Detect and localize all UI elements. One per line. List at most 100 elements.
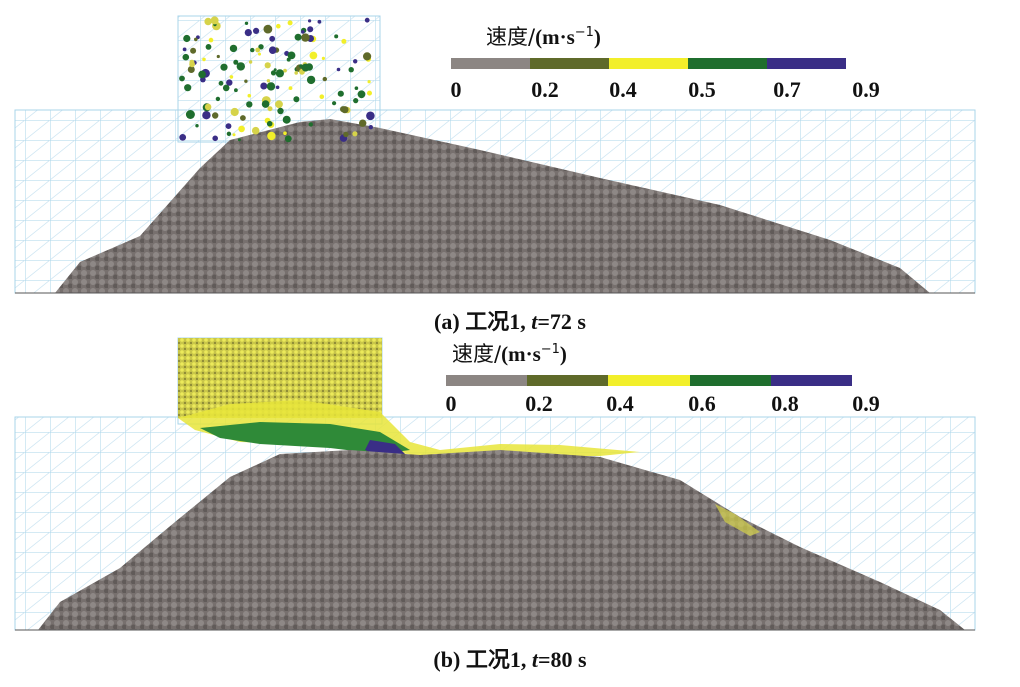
particle: [233, 59, 239, 65]
legend-title: 速度/(m·s−1): [452, 342, 567, 366]
particle: [244, 28, 252, 37]
particle: [215, 96, 221, 102]
legend-tick: 0.8: [771, 391, 799, 416]
particle: [277, 107, 284, 115]
particle: [269, 35, 276, 42]
particle: [322, 76, 327, 82]
particle: [319, 94, 325, 99]
particle: [236, 62, 245, 71]
particle: [288, 86, 293, 90]
particle: [232, 133, 236, 137]
caption-b: (b) 工况1, t=80 s: [433, 647, 587, 672]
particle: [309, 51, 318, 60]
particle: [353, 59, 358, 64]
particle: [337, 90, 344, 97]
legend-tick: 0.2: [531, 77, 559, 102]
caption-a: (a) 工况1, t=72 s: [434, 309, 586, 334]
legend-tick: 0: [445, 391, 457, 416]
particle: [332, 101, 337, 106]
particle: [202, 111, 211, 120]
legend-swatch: [767, 58, 846, 69]
legend-swatch: [608, 375, 690, 386]
particle: [293, 96, 300, 103]
particle: [230, 107, 239, 117]
simulation-view-a: [14, 15, 976, 294]
particle: [276, 23, 281, 29]
particle: [284, 135, 292, 143]
particle: [294, 33, 302, 41]
particle: [267, 106, 273, 112]
legend-swatch: [451, 58, 530, 69]
particle: [234, 88, 238, 93]
particle: [202, 57, 206, 62]
particle: [283, 131, 287, 135]
particle: [229, 44, 238, 53]
particle: [287, 51, 296, 60]
legend-tick: 0.4: [609, 77, 637, 102]
particle: [244, 79, 248, 83]
particle: [204, 17, 212, 26]
particle: [294, 71, 299, 75]
particle: [258, 44, 264, 50]
particle: [301, 33, 310, 42]
particle: [266, 84, 270, 88]
particle: [336, 67, 341, 72]
particle: [343, 131, 349, 138]
particle: [359, 119, 367, 127]
particle: [246, 101, 253, 108]
particle: [238, 125, 245, 133]
particle: [275, 100, 283, 109]
slope-particles: [715, 504, 760, 536]
particle: [321, 56, 325, 61]
particle: [261, 100, 270, 108]
particle: [179, 75, 185, 82]
legend-tick: 0.4: [606, 391, 634, 416]
particle: [266, 82, 276, 91]
particle: [287, 20, 293, 26]
particle: [184, 84, 192, 92]
particle: [208, 37, 214, 43]
particle: [218, 80, 224, 86]
legend-swatch: [446, 375, 528, 386]
particle: [341, 106, 349, 114]
legend-tick: 0.9: [852, 77, 880, 102]
particle: [189, 59, 195, 65]
legend-tick: 0.7: [773, 77, 801, 102]
legend-swatch: [527, 375, 609, 386]
particle: [183, 34, 191, 43]
particle: [200, 76, 206, 83]
particle: [352, 131, 358, 137]
particle: [220, 63, 228, 71]
legend-swatch: [688, 58, 767, 69]
hopper-grid: [177, 15, 381, 143]
particle: [222, 84, 230, 92]
particle: [210, 16, 219, 25]
particle: [179, 134, 187, 141]
particle: [251, 126, 260, 135]
particle: [190, 47, 197, 54]
particle: [263, 24, 273, 34]
particle: [266, 120, 273, 127]
particle: [182, 47, 187, 52]
particle: [229, 75, 234, 79]
simulation-view-b: [14, 337, 976, 631]
particle: [275, 69, 284, 78]
particle: [258, 52, 261, 56]
legend-tick: 0.6: [688, 391, 716, 416]
particle: [212, 112, 219, 119]
particle: [270, 70, 277, 76]
particle: [226, 131, 232, 136]
particle: [237, 138, 241, 142]
particle: [267, 131, 276, 141]
particle: [204, 103, 212, 111]
legend-tick: 0.5: [688, 77, 716, 102]
particle: [253, 27, 260, 34]
particle: [366, 111, 375, 121]
particle: [368, 125, 373, 130]
particle: [275, 85, 280, 90]
particle: [244, 21, 249, 25]
particle: [317, 19, 322, 24]
particle: [198, 70, 206, 79]
particle: [212, 135, 218, 142]
particle: [364, 17, 370, 23]
